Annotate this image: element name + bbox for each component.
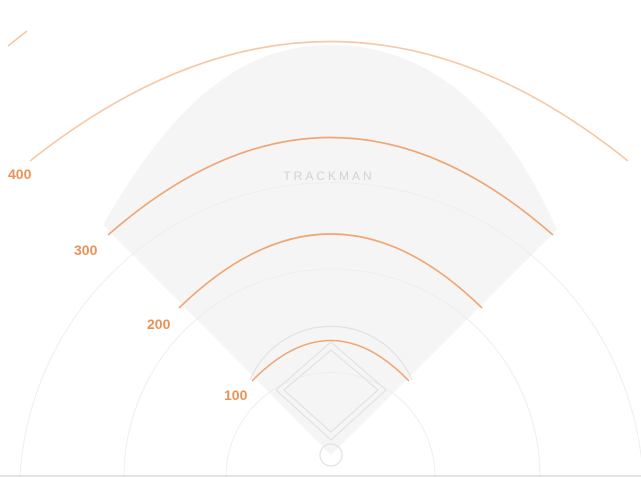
- infield-diamond: [275, 341, 387, 441]
- distance-arc-400-left-stub: [7, 30, 28, 47]
- distance-arc-300: [107, 136, 554, 236]
- distance-labels: 100 200 300 400: [8, 166, 248, 403]
- distance-label-200: 200: [147, 316, 171, 332]
- guide-circle-inner: [225, 372, 436, 477]
- infield-outline: [249, 325, 413, 467]
- guide-circle-outer: [19, 182, 641, 477]
- infield-grass-arc: [249, 325, 413, 381]
- infield-diamond-inner: [283, 349, 379, 433]
- home-plate-circle: [319, 443, 343, 467]
- distance-arc-200: [178, 233, 483, 309]
- guide-circles: [19, 182, 641, 477]
- trackman-logo: TRACKMAN: [283, 169, 374, 183]
- fair-territory: [103, 45, 557, 455]
- distance-label-300: 300: [74, 242, 98, 258]
- guide-circle-middle: [123, 268, 541, 477]
- distance-arc-100: [251, 339, 410, 382]
- distance-label-400: 400: [8, 166, 32, 182]
- distance-label-100: 100: [224, 387, 248, 403]
- distance-arc-400: [29, 40, 629, 162]
- distance-arcs: [7, 30, 629, 382]
